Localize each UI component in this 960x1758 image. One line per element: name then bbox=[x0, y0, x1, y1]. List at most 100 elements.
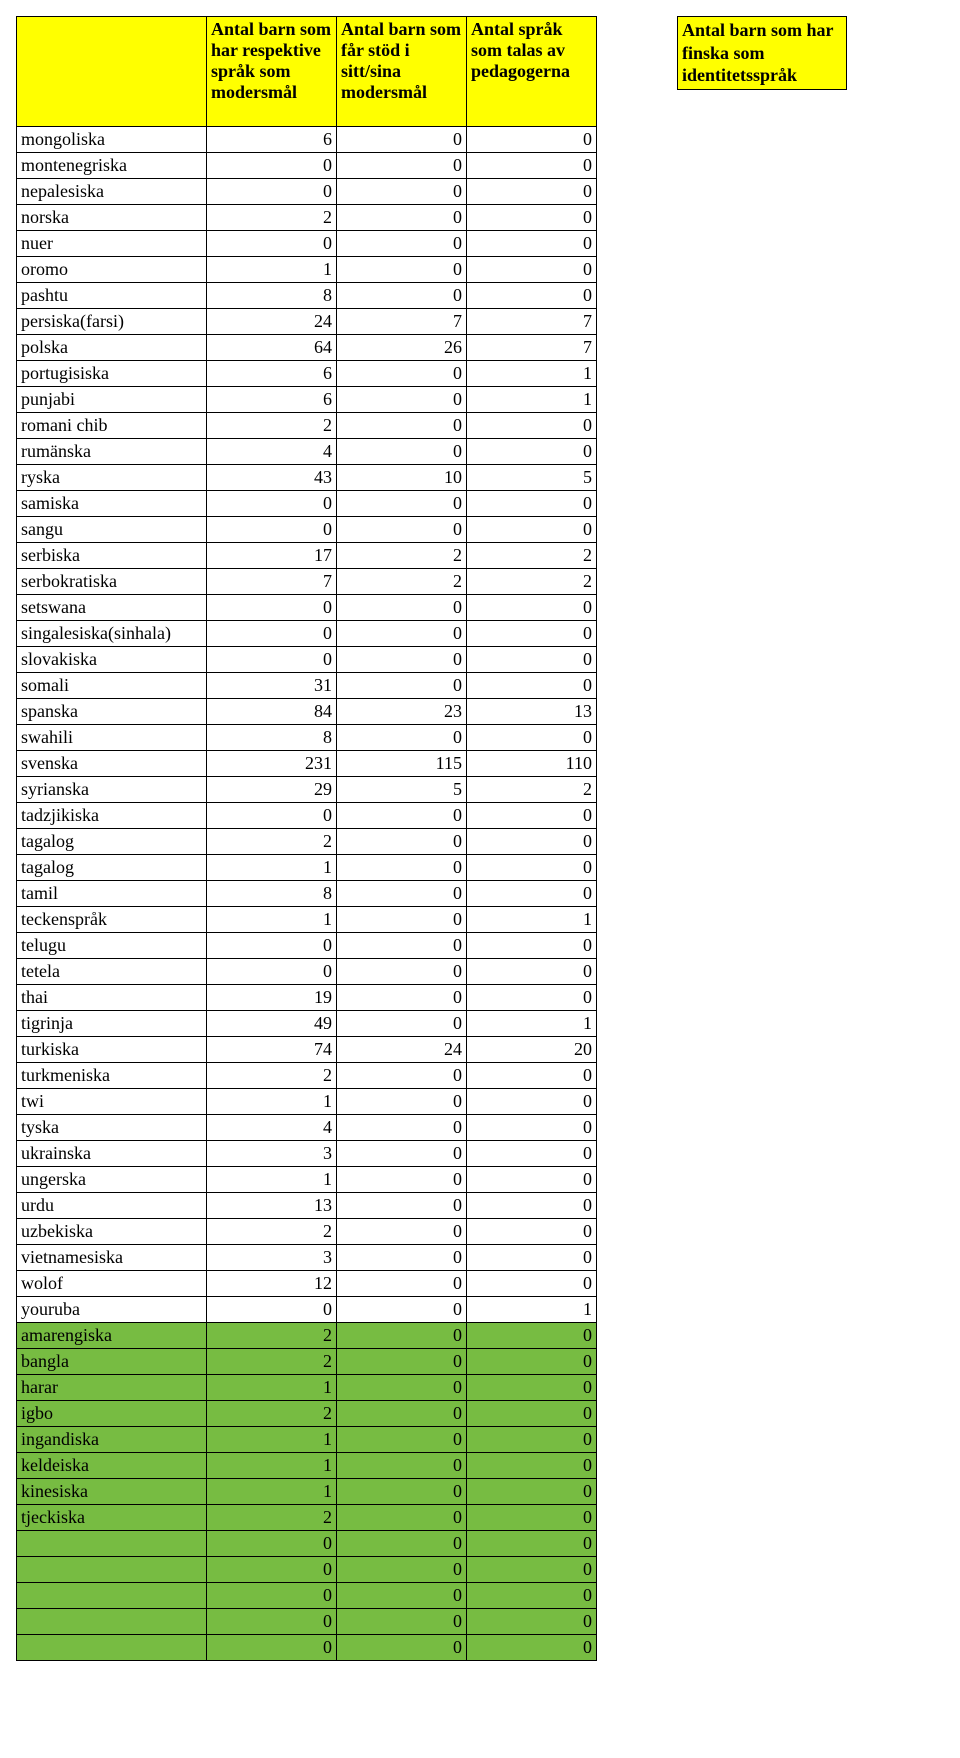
row-value: 0 bbox=[467, 257, 597, 283]
row-value: 1 bbox=[207, 855, 337, 881]
table-row: serbiska1722 bbox=[17, 543, 597, 569]
header-col-stod: Antal barn som får stöd i sitt/sina mode… bbox=[337, 17, 467, 127]
row-value: 24 bbox=[207, 309, 337, 335]
row-value: 4 bbox=[207, 439, 337, 465]
row-label: twi bbox=[17, 1089, 207, 1115]
table-row: kinesiska100 bbox=[17, 1479, 597, 1505]
table-row: ryska43105 bbox=[17, 465, 597, 491]
row-value: 0 bbox=[207, 959, 337, 985]
row-value: 1 bbox=[467, 361, 597, 387]
row-label: somali bbox=[17, 673, 207, 699]
row-value: 7 bbox=[207, 569, 337, 595]
row-label: thai bbox=[17, 985, 207, 1011]
row-value: 0 bbox=[337, 907, 467, 933]
row-label: nepalesiska bbox=[17, 179, 207, 205]
row-value: 0 bbox=[337, 179, 467, 205]
language-table: Antal barn som har respektive språk som … bbox=[16, 16, 597, 1661]
row-value: 0 bbox=[467, 1245, 597, 1271]
row-label: spanska bbox=[17, 699, 207, 725]
row-value: 0 bbox=[207, 621, 337, 647]
row-value: 20 bbox=[467, 1037, 597, 1063]
row-value: 8 bbox=[207, 881, 337, 907]
row-value: 0 bbox=[337, 1609, 467, 1635]
row-value: 0 bbox=[337, 491, 467, 517]
table-row: portugisiska601 bbox=[17, 361, 597, 387]
row-label: serbiska bbox=[17, 543, 207, 569]
row-value: 0 bbox=[337, 1479, 467, 1505]
row-value: 0 bbox=[207, 231, 337, 257]
row-value: 24 bbox=[337, 1037, 467, 1063]
table-row: tadzjikiska000 bbox=[17, 803, 597, 829]
row-value: 0 bbox=[467, 1167, 597, 1193]
table-row: syrianska2952 bbox=[17, 777, 597, 803]
row-value: 0 bbox=[467, 1063, 597, 1089]
row-label: slovakiska bbox=[17, 647, 207, 673]
table-row: tigrinja4901 bbox=[17, 1011, 597, 1037]
row-value: 2 bbox=[207, 1063, 337, 1089]
row-value: 0 bbox=[337, 413, 467, 439]
row-value: 0 bbox=[337, 1141, 467, 1167]
table-body: mongoliska600montenegriska000nepalesiska… bbox=[17, 127, 597, 1661]
row-value: 0 bbox=[337, 1531, 467, 1557]
row-label: samiska bbox=[17, 491, 207, 517]
row-value: 0 bbox=[467, 127, 597, 153]
row-label: ukrainska bbox=[17, 1141, 207, 1167]
table-row: ingandiska100 bbox=[17, 1427, 597, 1453]
row-value: 12 bbox=[207, 1271, 337, 1297]
row-value: 1 bbox=[467, 387, 597, 413]
row-value: 2 bbox=[467, 569, 597, 595]
table-row: teckenspråk101 bbox=[17, 907, 597, 933]
row-label: amarengiska bbox=[17, 1323, 207, 1349]
row-value: 7 bbox=[467, 335, 597, 361]
row-value: 1 bbox=[207, 1089, 337, 1115]
row-label: mongoliska bbox=[17, 127, 207, 153]
table-row: nuer000 bbox=[17, 231, 597, 257]
row-value: 13 bbox=[467, 699, 597, 725]
row-value: 0 bbox=[337, 257, 467, 283]
row-value: 0 bbox=[467, 1401, 597, 1427]
row-label: tagalog bbox=[17, 829, 207, 855]
row-value: 0 bbox=[467, 1375, 597, 1401]
row-value: 23 bbox=[337, 699, 467, 725]
row-value: 5 bbox=[337, 777, 467, 803]
row-value: 0 bbox=[467, 881, 597, 907]
table-row: polska64267 bbox=[17, 335, 597, 361]
row-value: 0 bbox=[467, 829, 597, 855]
row-value: 5 bbox=[467, 465, 597, 491]
side-note-box: Antal barn som har finska som identitets… bbox=[677, 16, 847, 90]
row-value: 2 bbox=[207, 1219, 337, 1245]
row-value: 0 bbox=[207, 1635, 337, 1661]
row-label: swahili bbox=[17, 725, 207, 751]
table-row: samiska000 bbox=[17, 491, 597, 517]
table-row: svenska231115110 bbox=[17, 751, 597, 777]
row-value: 0 bbox=[467, 959, 597, 985]
table-row: youruba001 bbox=[17, 1297, 597, 1323]
row-value: 0 bbox=[467, 491, 597, 517]
row-value: 0 bbox=[337, 1453, 467, 1479]
row-value: 0 bbox=[337, 1427, 467, 1453]
table-row: 000 bbox=[17, 1557, 597, 1583]
row-value: 0 bbox=[207, 933, 337, 959]
row-value: 0 bbox=[337, 1245, 467, 1271]
row-value: 0 bbox=[467, 517, 597, 543]
row-value: 0 bbox=[467, 621, 597, 647]
page-wrap: Antal barn som har respektive språk som … bbox=[16, 16, 944, 1661]
row-label: keldeiska bbox=[17, 1453, 207, 1479]
table-row: amarengiska200 bbox=[17, 1323, 597, 1349]
row-label: nuer bbox=[17, 231, 207, 257]
row-label: montenegriska bbox=[17, 153, 207, 179]
table-row: ungerska100 bbox=[17, 1167, 597, 1193]
row-value: 0 bbox=[467, 1557, 597, 1583]
row-value: 29 bbox=[207, 777, 337, 803]
row-value: 6 bbox=[207, 387, 337, 413]
row-value: 1 bbox=[207, 1167, 337, 1193]
row-value: 0 bbox=[207, 517, 337, 543]
row-value: 0 bbox=[337, 1583, 467, 1609]
row-value: 31 bbox=[207, 673, 337, 699]
row-label: tyska bbox=[17, 1115, 207, 1141]
row-value: 0 bbox=[467, 933, 597, 959]
row-value: 0 bbox=[337, 647, 467, 673]
row-label: turkmeniska bbox=[17, 1063, 207, 1089]
row-value: 2 bbox=[207, 1401, 337, 1427]
row-value: 0 bbox=[467, 1635, 597, 1661]
